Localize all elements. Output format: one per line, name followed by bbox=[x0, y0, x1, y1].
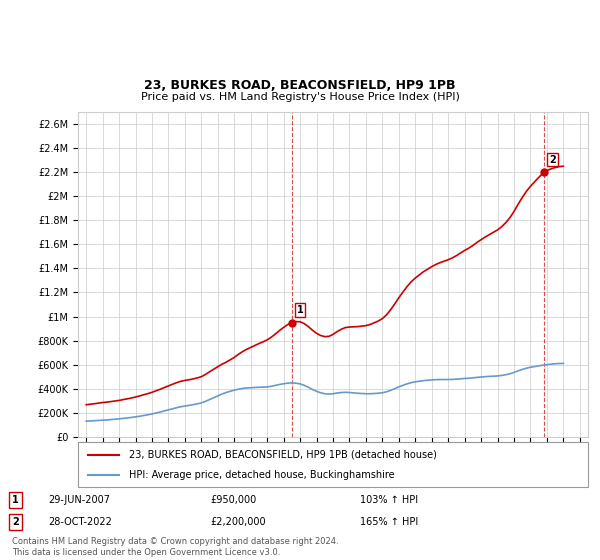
Text: 23, BURKES ROAD, BEACONSFIELD, HP9 1PB: 23, BURKES ROAD, BEACONSFIELD, HP9 1PB bbox=[144, 80, 456, 92]
Text: 103% ↑ HPI: 103% ↑ HPI bbox=[360, 495, 418, 505]
Text: 1: 1 bbox=[296, 305, 304, 315]
Text: 23, BURKES ROAD, BEACONSFIELD, HP9 1PB (detached house): 23, BURKES ROAD, BEACONSFIELD, HP9 1PB (… bbox=[129, 450, 437, 460]
Text: Price paid vs. HM Land Registry's House Price Index (HPI): Price paid vs. HM Land Registry's House … bbox=[140, 92, 460, 102]
Text: 1: 1 bbox=[12, 495, 19, 505]
Text: £2,200,000: £2,200,000 bbox=[210, 517, 266, 527]
Text: HPI: Average price, detached house, Buckinghamshire: HPI: Average price, detached house, Buck… bbox=[129, 470, 395, 480]
Text: Contains HM Land Registry data © Crown copyright and database right 2024.
This d: Contains HM Land Registry data © Crown c… bbox=[12, 537, 338, 557]
Text: 2: 2 bbox=[549, 155, 556, 165]
Text: 29-JUN-2007: 29-JUN-2007 bbox=[48, 495, 110, 505]
Text: 165% ↑ HPI: 165% ↑ HPI bbox=[360, 517, 418, 527]
Text: 28-OCT-2022: 28-OCT-2022 bbox=[48, 517, 112, 527]
FancyBboxPatch shape bbox=[78, 442, 588, 487]
Text: £950,000: £950,000 bbox=[210, 495, 256, 505]
Text: 2: 2 bbox=[12, 517, 19, 527]
